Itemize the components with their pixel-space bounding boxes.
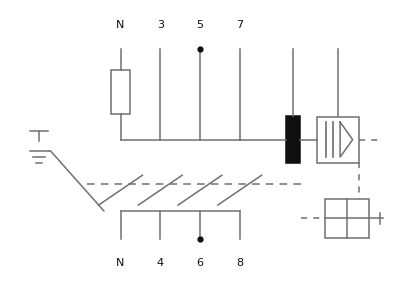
Text: 6: 6 — [196, 258, 204, 268]
Text: N: N — [116, 20, 125, 30]
Text: 4: 4 — [157, 258, 164, 268]
Text: N: N — [116, 258, 125, 268]
Text: 3: 3 — [157, 20, 164, 30]
Text: 7: 7 — [236, 20, 243, 30]
Bar — [317, 117, 359, 163]
Bar — [286, 116, 300, 164]
Text: 8: 8 — [236, 258, 243, 268]
Bar — [111, 70, 130, 114]
Bar — [325, 199, 369, 238]
Text: 5: 5 — [196, 20, 204, 30]
